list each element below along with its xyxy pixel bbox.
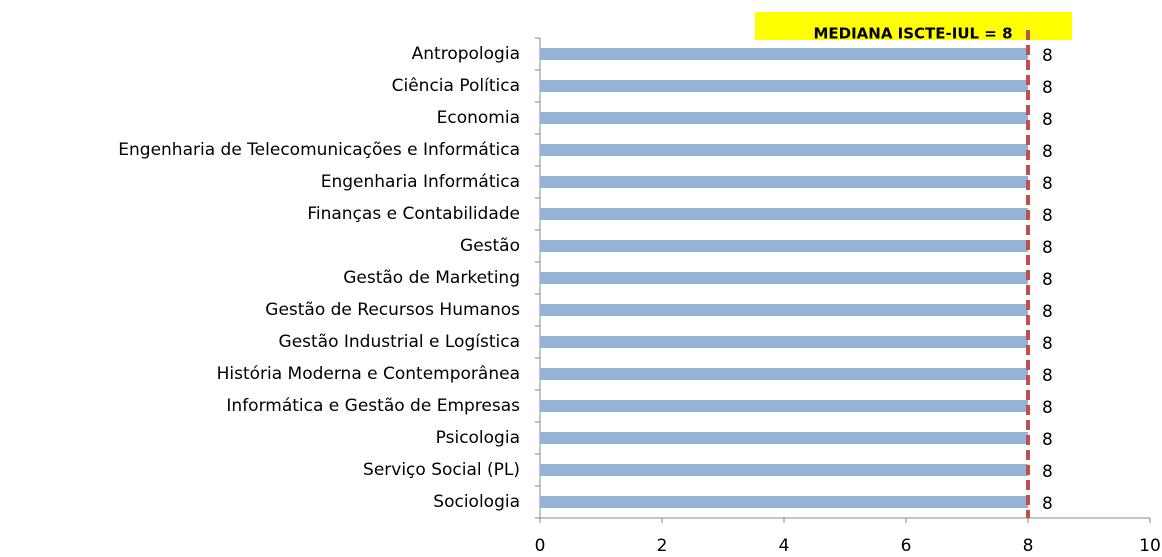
x-tick-label: 6 xyxy=(901,536,912,556)
data-label: 8 xyxy=(1042,142,1053,162)
bar xyxy=(540,208,1028,220)
data-label: 8 xyxy=(1042,270,1053,290)
y-tick-label: História Moderna e Contemporânea xyxy=(217,364,520,384)
bar xyxy=(540,144,1028,156)
y-tick-label: Antropologia xyxy=(412,44,520,64)
x-tick-label: 2 xyxy=(657,536,668,556)
bar xyxy=(540,304,1028,316)
bar xyxy=(540,400,1028,412)
bar xyxy=(540,496,1028,508)
data-label: 8 xyxy=(1042,430,1053,450)
data-label: 8 xyxy=(1042,462,1053,482)
annotation-box xyxy=(755,12,1072,40)
y-tick-label: Gestão de Recursos Humanos xyxy=(265,300,520,320)
y-tick-label: Informática e Gestão de Empresas xyxy=(226,396,520,416)
x-tick-label: 4 xyxy=(779,536,790,556)
y-tick-label: Psicologia xyxy=(436,428,520,448)
data-label: 8 xyxy=(1042,46,1053,66)
bar xyxy=(540,80,1028,92)
bar xyxy=(540,240,1028,252)
y-tick-label: Finanças e Contabilidade xyxy=(307,204,520,224)
bar xyxy=(540,112,1028,124)
data-label: 8 xyxy=(1042,206,1053,226)
y-tick-label: Engenharia Informática xyxy=(321,172,520,192)
data-label: 8 xyxy=(1042,238,1053,258)
data-label: 8 xyxy=(1042,334,1053,354)
data-label: 8 xyxy=(1042,78,1053,98)
bar xyxy=(540,336,1028,348)
y-tick-label: Economia xyxy=(437,108,520,128)
y-tick-label: Engenharia de Telecomunicações e Informá… xyxy=(118,140,520,160)
x-tick-label: 10 xyxy=(1139,536,1161,556)
bar xyxy=(540,368,1028,380)
y-tick-label: Gestão xyxy=(460,236,520,256)
bar xyxy=(540,176,1028,188)
x-tick-label: 8 xyxy=(1023,536,1034,556)
bar xyxy=(540,432,1028,444)
bar xyxy=(540,272,1028,284)
x-tick-label: 0 xyxy=(535,536,546,556)
y-tick-label: Gestão de Marketing xyxy=(343,268,520,288)
data-label: 8 xyxy=(1042,398,1053,418)
data-label: 8 xyxy=(1042,110,1053,130)
y-tick-label: Serviço Social (PL) xyxy=(363,460,520,480)
annotation-text: MEDIANA ISCTE-IUL = 8 xyxy=(813,25,1012,43)
y-tick-label: Gestão Industrial e Logística xyxy=(279,332,520,352)
bar xyxy=(540,48,1028,60)
y-tick-label: Ciência Política xyxy=(392,76,520,96)
y-tick-label: Sociologia xyxy=(433,492,520,512)
data-label: 8 xyxy=(1042,494,1053,514)
bar xyxy=(540,464,1028,476)
data-label: 8 xyxy=(1042,302,1053,322)
data-label: 8 xyxy=(1042,366,1053,386)
data-label: 8 xyxy=(1042,174,1053,194)
